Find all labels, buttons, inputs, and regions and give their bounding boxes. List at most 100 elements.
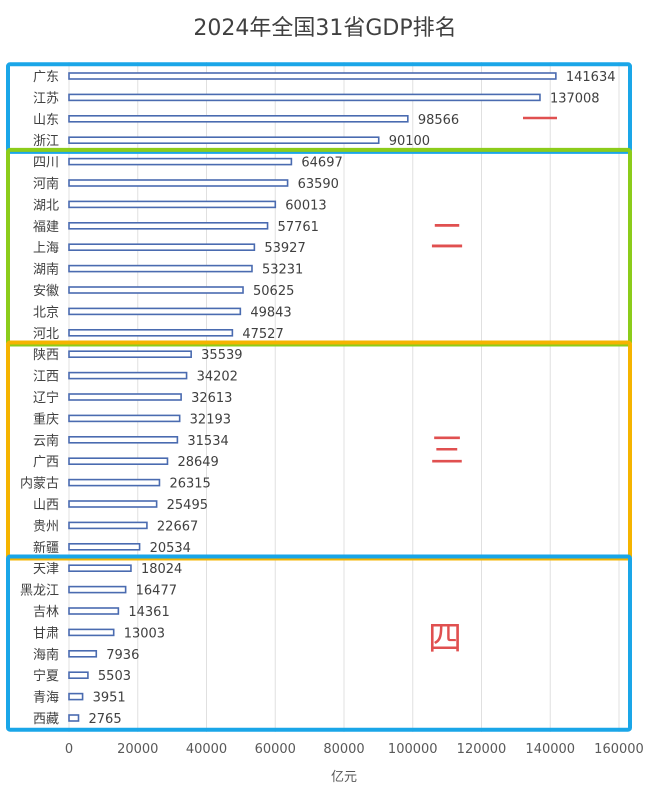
bar xyxy=(68,264,253,273)
data-label: 31534 xyxy=(187,434,228,449)
category-label: 黑龙江 xyxy=(20,584,59,599)
x-tick-label: 140000 xyxy=(525,742,575,757)
data-label: 53231 xyxy=(262,263,303,278)
category-label: 广东 xyxy=(33,70,59,85)
bar xyxy=(68,157,293,166)
x-tick-label: 120000 xyxy=(457,742,507,757)
category-label: 辽宁 xyxy=(33,390,59,406)
data-label: 64697 xyxy=(301,156,342,171)
data-label: 137008 xyxy=(550,91,600,106)
data-label: 5503 xyxy=(98,669,131,684)
category-label: 福建 xyxy=(33,220,59,235)
bar xyxy=(68,671,89,680)
bar xyxy=(68,564,132,573)
category-label: 山西 xyxy=(33,498,59,513)
category-label: 宁夏 xyxy=(33,668,59,684)
data-label: 20534 xyxy=(150,541,191,556)
category-label: 北京 xyxy=(33,305,59,320)
category-label: 上海 xyxy=(33,241,59,256)
category-label: 甘肃 xyxy=(33,626,59,641)
bar xyxy=(68,307,242,316)
category-label: 广西 xyxy=(33,455,59,470)
data-label: 7936 xyxy=(106,648,139,663)
bar xyxy=(68,435,179,444)
x-tick-label: 60000 xyxy=(255,742,296,757)
category-label: 江苏 xyxy=(33,90,59,106)
bar xyxy=(68,350,192,359)
bar xyxy=(68,93,541,102)
x-axis-label: 亿元 xyxy=(331,770,357,785)
bar xyxy=(68,200,277,209)
data-label: 16477 xyxy=(136,584,177,599)
category-label: 西藏 xyxy=(33,712,59,727)
x-tick-label: 80000 xyxy=(323,742,364,757)
data-label: 34202 xyxy=(197,370,238,385)
data-label: 98566 xyxy=(418,113,459,128)
group-label: 三 xyxy=(430,431,464,471)
bar xyxy=(68,136,380,144)
data-label: 47527 xyxy=(242,327,283,342)
group-label: 四 xyxy=(428,619,462,659)
category-label: 湖南 xyxy=(33,262,59,278)
bar xyxy=(68,521,148,530)
data-label: 50625 xyxy=(253,284,294,299)
bar xyxy=(68,692,84,701)
bar xyxy=(68,628,115,637)
bar xyxy=(68,649,98,658)
bar xyxy=(68,115,409,123)
bar xyxy=(68,72,557,80)
category-label: 吉林 xyxy=(33,605,59,620)
category-label: 天津 xyxy=(33,562,59,577)
data-label: 3951 xyxy=(93,691,126,706)
category-label: 云南 xyxy=(33,433,59,449)
x-tick-label: 100000 xyxy=(388,742,438,757)
data-label: 13003 xyxy=(124,626,165,641)
bar xyxy=(68,222,269,230)
category-label: 重庆 xyxy=(33,411,59,427)
bar xyxy=(68,393,182,401)
bar xyxy=(68,328,234,337)
bar xyxy=(68,478,161,487)
category-label: 山东 xyxy=(33,113,59,128)
category-label: 湖北 xyxy=(33,198,59,213)
category-label: 陕西 xyxy=(33,348,59,363)
data-label: 141634 xyxy=(566,70,616,85)
data-label: 32193 xyxy=(190,412,231,427)
x-tick-label: 20000 xyxy=(117,742,158,757)
bar xyxy=(68,179,289,187)
data-label: 63590 xyxy=(298,177,339,192)
bar xyxy=(68,500,158,508)
category-label: 浙江 xyxy=(33,134,59,149)
data-label: 25495 xyxy=(167,498,208,513)
bar xyxy=(68,414,181,423)
data-label: 32613 xyxy=(191,391,232,406)
x-tick-label: 160000 xyxy=(594,742,644,757)
bar xyxy=(68,607,120,615)
bar xyxy=(68,371,188,380)
bar xyxy=(68,585,127,594)
bar xyxy=(68,714,80,722)
x-tick-label: 0 xyxy=(65,742,73,757)
data-label: 35539 xyxy=(201,348,242,363)
category-label: 贵州 xyxy=(33,519,59,534)
data-label: 60013 xyxy=(285,198,326,213)
data-label: 18024 xyxy=(141,562,182,577)
bar xyxy=(68,286,244,294)
group-box xyxy=(6,554,632,732)
category-label: 安徽 xyxy=(33,284,59,299)
category-label: 河北 xyxy=(33,327,59,342)
category-label: 内蒙古 xyxy=(20,476,59,492)
data-label: 57761 xyxy=(278,220,319,235)
category-label: 新疆 xyxy=(33,540,59,556)
bar xyxy=(68,542,141,551)
category-label: 四川 xyxy=(33,156,59,171)
bar xyxy=(68,243,256,251)
data-label: 28649 xyxy=(177,455,218,470)
category-label: 海南 xyxy=(33,647,59,663)
data-label: 49843 xyxy=(250,305,291,320)
data-label: 14361 xyxy=(128,605,169,620)
data-label: 53927 xyxy=(264,241,305,256)
category-label: 河南 xyxy=(33,176,59,192)
category-label: 青海 xyxy=(33,691,59,706)
